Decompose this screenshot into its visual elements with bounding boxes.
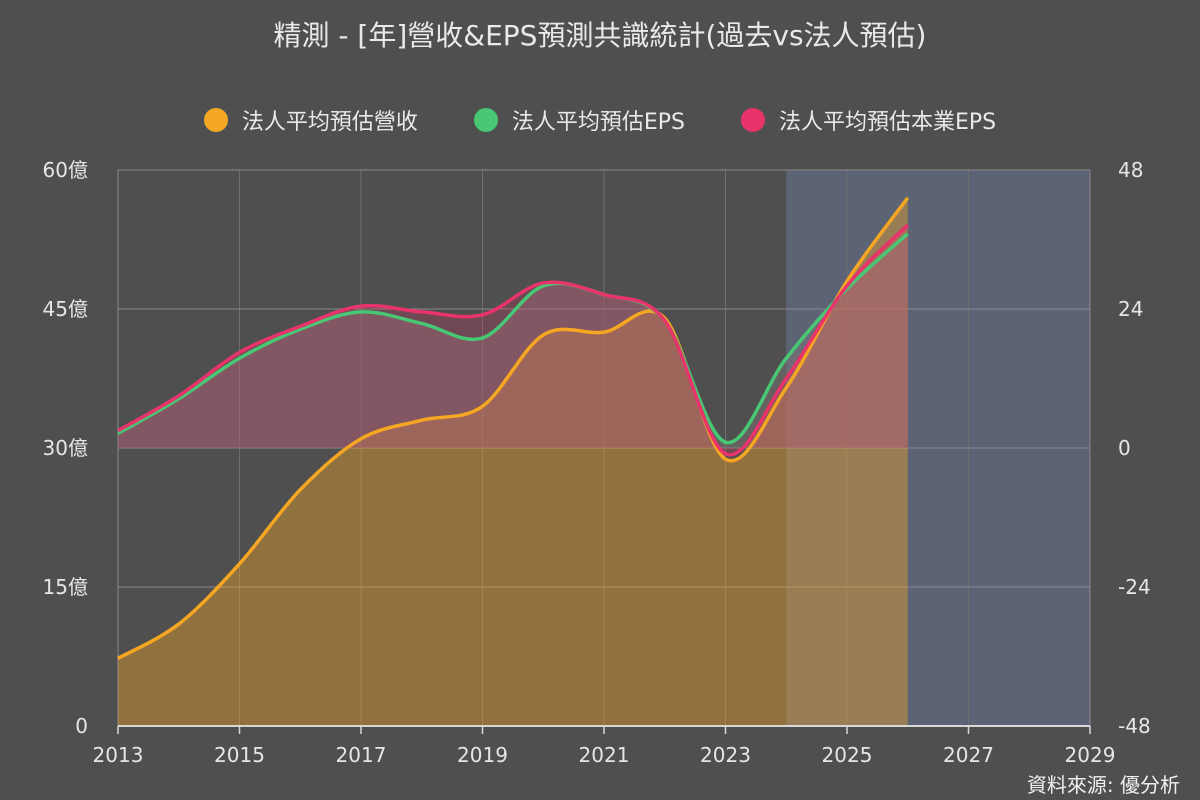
x-tick-label: 2025 [822, 743, 873, 767]
x-tick-label: 2021 [579, 743, 630, 767]
x-tick-label: 2029 [1065, 743, 1116, 767]
legend-label-core-eps: 法人平均預估本業EPS [779, 110, 997, 135]
legend-label-revenue: 法人平均預估營收 [241, 110, 418, 135]
source-label: 資料來源: 優分析 [1026, 773, 1180, 797]
legend-label-eps: 法人平均預估EPS [511, 110, 685, 135]
legend-dot-eps [473, 108, 498, 132]
legend-dot-core-eps [741, 108, 765, 132]
legend: 法人平均預估營收 法人平均預估EPS 法人平均預估本業EPS [0, 104, 1200, 136]
chart-title: 精測 - [年]營收&EPS預測共識統計(過去vs法人預估) [273, 19, 927, 52]
y-left-tick-label: 60億 [43, 158, 88, 182]
y-right-tick-label: 48 [1118, 158, 1143, 182]
legend-item-eps[interactable]: 法人平均預估EPS [473, 104, 685, 136]
y-right-tick-label: 24 [1118, 297, 1143, 321]
series-area-2 [118, 225, 908, 455]
series-line-1 [117, 232, 909, 445]
y-right-tick-label: -48 [1118, 714, 1151, 738]
series-line-2 [117, 223, 909, 457]
y-left-tick-label: 45億 [43, 297, 88, 321]
y-right-tick-label: 0 [1118, 436, 1131, 460]
x-tick-label: 2013 [93, 743, 144, 767]
legend-dot-revenue [203, 108, 228, 132]
y-left-tick-label: 30億 [43, 436, 88, 460]
x-tick-label: 2019 [457, 743, 508, 767]
series-area-1 [118, 233, 908, 448]
series-line-0 [117, 196, 910, 660]
y-left-tick-label: 15億 [43, 575, 88, 599]
x-tick-label: 2023 [700, 743, 751, 767]
legend-item-core-eps[interactable]: 法人平均預估本業EPS [741, 104, 996, 136]
y-left-tick-label: 0 [75, 714, 88, 738]
x-tick-label: 2017 [336, 743, 387, 767]
x-tick-label: 2015 [214, 743, 265, 767]
x-tick-label: 2027 [943, 743, 994, 767]
y-right-tick-label: -24 [1118, 575, 1151, 599]
series-area-0 [118, 197, 908, 727]
legend-item-revenue[interactable]: 法人平均預估營收 [203, 104, 418, 136]
